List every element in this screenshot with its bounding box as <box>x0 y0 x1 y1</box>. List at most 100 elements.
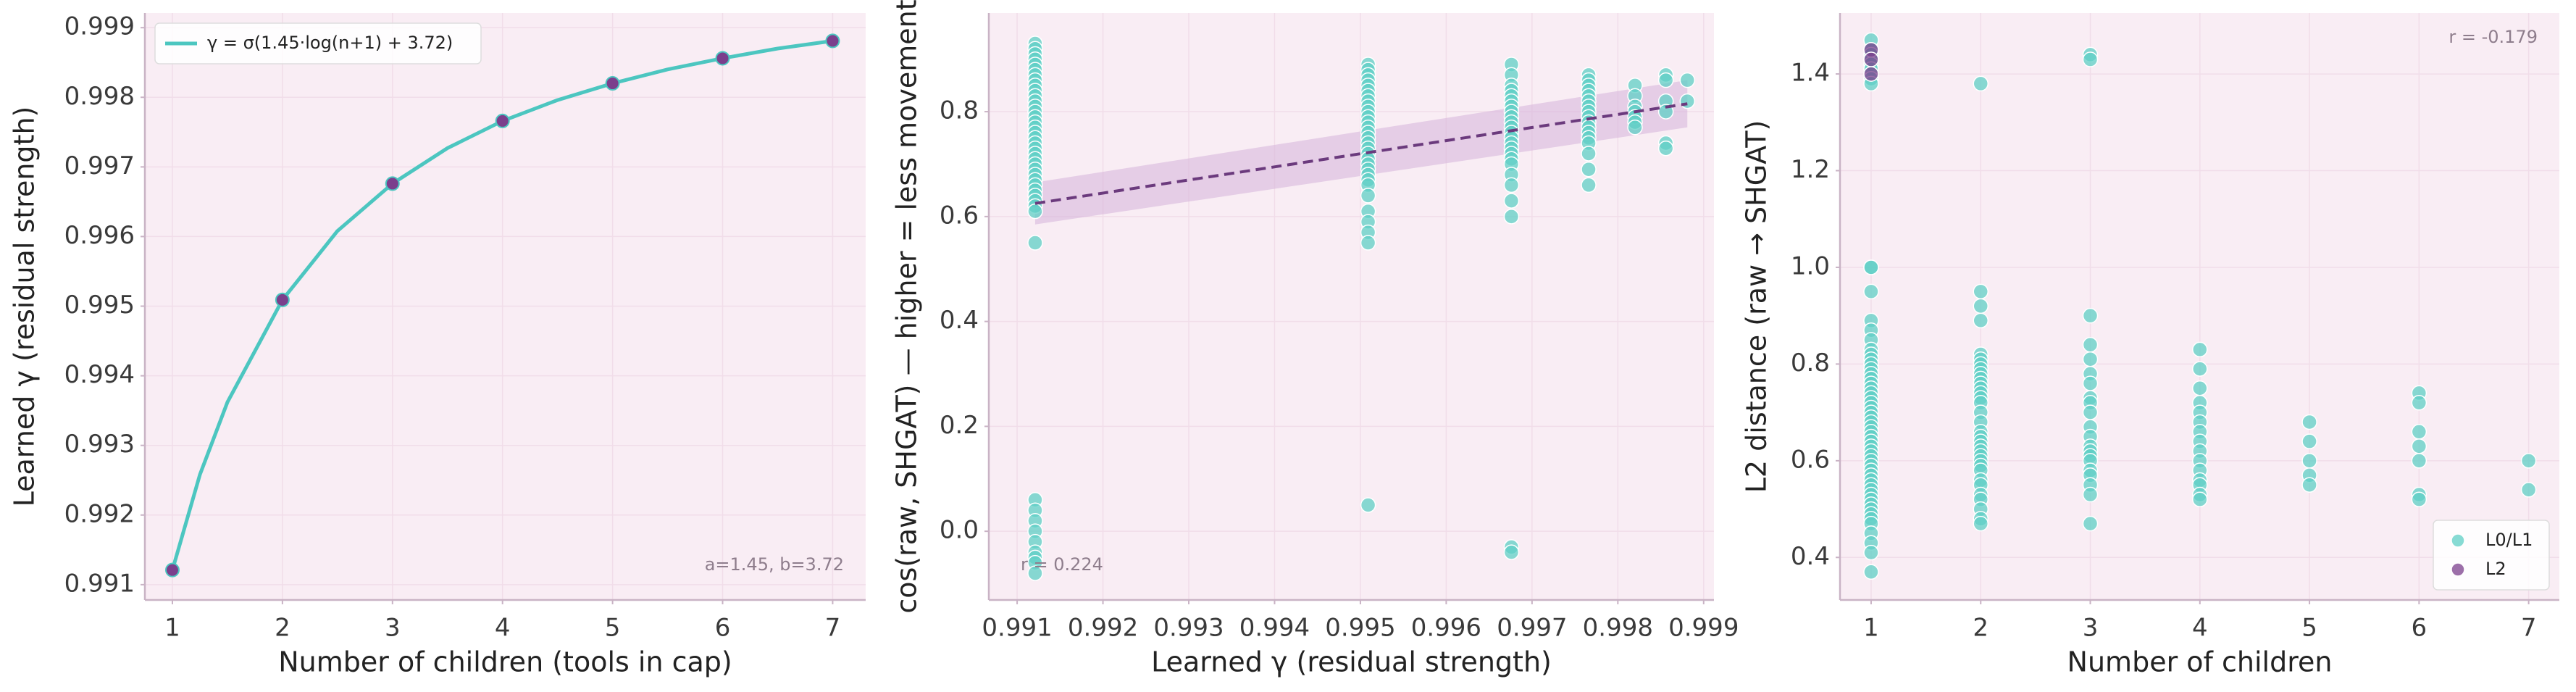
scatter-point <box>1503 544 1520 560</box>
y-tick-label: 0.2 <box>940 411 979 440</box>
marker <box>385 176 400 191</box>
x-tick-label: 0.997 <box>1497 614 1567 643</box>
scatter-point <box>2082 351 2099 367</box>
x-tick-label: 5 <box>605 614 621 643</box>
y-tick-label: 0.6 <box>1791 445 1830 474</box>
scatter-point <box>1657 104 1674 120</box>
scatter-point <box>2192 361 2208 377</box>
scatter-point <box>1679 93 1696 109</box>
scatter-point <box>1863 283 1879 300</box>
y-tick-label: 0.8 <box>940 96 979 125</box>
x-tick-label: 0.999 <box>1668 614 1739 643</box>
x-tick-label: 0.994 <box>1239 614 1310 643</box>
x-tick-label: 5 <box>2301 614 2317 643</box>
marker <box>275 292 290 307</box>
curve <box>170 38 833 571</box>
legend-swatch <box>2451 562 2465 577</box>
scatter-point <box>1503 177 1520 193</box>
y-axis-label: Learned γ (residual strength) <box>9 107 41 507</box>
x-axis-label: Number of children (tools in cap) <box>278 646 732 678</box>
scatter-point <box>1627 120 1643 136</box>
x-tick-label: 0.995 <box>1325 614 1395 643</box>
annotation: a=1.45, b=3.72 <box>705 554 844 575</box>
scatter-point <box>2082 375 2099 391</box>
scatter-point <box>2411 424 2427 440</box>
scatter-point <box>2082 515 2099 532</box>
scatter-point <box>1863 564 1879 580</box>
scatter-point <box>1973 298 1989 314</box>
legend-box <box>154 22 482 64</box>
marker <box>715 51 730 66</box>
x-tick-label: 0.992 <box>1068 614 1138 643</box>
y-tick-label: 0.4 <box>1791 542 1830 571</box>
y-tick-label: 1.2 <box>1791 155 1830 184</box>
x-tick-label: 0.996 <box>1411 614 1481 643</box>
scatter-point <box>2301 414 2317 430</box>
scatter-point <box>1581 146 1597 162</box>
scatter-point <box>2301 453 2317 469</box>
marker <box>495 113 510 128</box>
scatter-point <box>1973 283 1989 300</box>
scatter-point <box>2520 453 2537 469</box>
y-tick-label: 0.999 <box>64 12 135 41</box>
y-tick-label: 0.994 <box>64 360 135 389</box>
scatter-point <box>1027 235 1043 251</box>
scatter-point <box>2411 438 2427 454</box>
scatter-point <box>2192 341 2208 358</box>
scatter-point <box>1027 565 1043 581</box>
legend-swatch <box>2451 533 2465 548</box>
scatter-point <box>2411 453 2427 469</box>
legend-label: γ = σ(1.45·log(n+1) + 3.72) <box>207 33 453 53</box>
scatter-point <box>2301 433 2317 449</box>
scatter-point <box>1360 188 1376 204</box>
x-tick-label: 2 <box>275 614 290 643</box>
y-tick-label: 1.0 <box>1791 251 1830 280</box>
x-tick-label: 0.991 <box>982 614 1052 643</box>
scatter-point <box>2082 51 2099 67</box>
x-tick-label: 7 <box>2521 614 2537 643</box>
marker <box>605 76 620 91</box>
scatter-point <box>1863 544 1879 561</box>
scatter-point <box>2411 491 2427 507</box>
y-tick-label: 0.6 <box>940 201 979 230</box>
y-tick-label: 0.992 <box>64 499 135 528</box>
marker <box>825 33 840 49</box>
y-tick-label: 0.8 <box>1791 349 1830 378</box>
scatter-point <box>1863 66 1879 82</box>
x-tick-label: 4 <box>495 614 511 643</box>
y-tick-label: 0.991 <box>64 569 135 598</box>
scatter-point <box>1973 312 1989 329</box>
scatter-point <box>1503 193 1520 209</box>
scatter-point <box>1657 72 1674 88</box>
x-tick-label: 3 <box>385 614 401 643</box>
scatter-point <box>1360 497 1376 513</box>
scatter-point <box>2082 486 2099 503</box>
x-tick-label: 6 <box>2412 614 2427 643</box>
y-tick-label: 0.0 <box>940 516 979 545</box>
scatter-point <box>2082 404 2099 420</box>
y-tick-label: 1.4 <box>1791 59 1830 88</box>
y-tick-label: 0.4 <box>940 306 979 335</box>
x-tick-label: 2 <box>1973 614 1989 643</box>
scatter-point <box>1679 72 1696 88</box>
y-tick-label: 0.993 <box>64 430 135 459</box>
scatter-point <box>2192 491 2208 507</box>
x-tick-label: 1 <box>164 614 180 643</box>
scatter-point <box>1027 203 1043 220</box>
x-tick-label: 0.998 <box>1583 614 1653 643</box>
legend-label: L0/L1 <box>2485 530 2533 550</box>
x-axis-label: Number of children <box>2067 646 2333 678</box>
y-tick-label: 0.998 <box>64 82 135 111</box>
scatter-point <box>1973 75 1989 92</box>
scatter-point <box>1863 259 1879 275</box>
scatter-point <box>2301 477 2317 493</box>
x-tick-label: 3 <box>2083 614 2099 643</box>
y-tick-label: 0.996 <box>64 221 135 250</box>
scatter-point <box>1503 209 1520 225</box>
x-tick-label: 7 <box>825 614 841 643</box>
regression-line <box>1034 102 1688 205</box>
scatter-point <box>2082 336 2099 353</box>
scatter-point <box>1973 515 1989 532</box>
scatter-point <box>1360 235 1376 251</box>
y-axis-label: cos(raw, SHGAT) — higher = less movement <box>891 0 923 614</box>
